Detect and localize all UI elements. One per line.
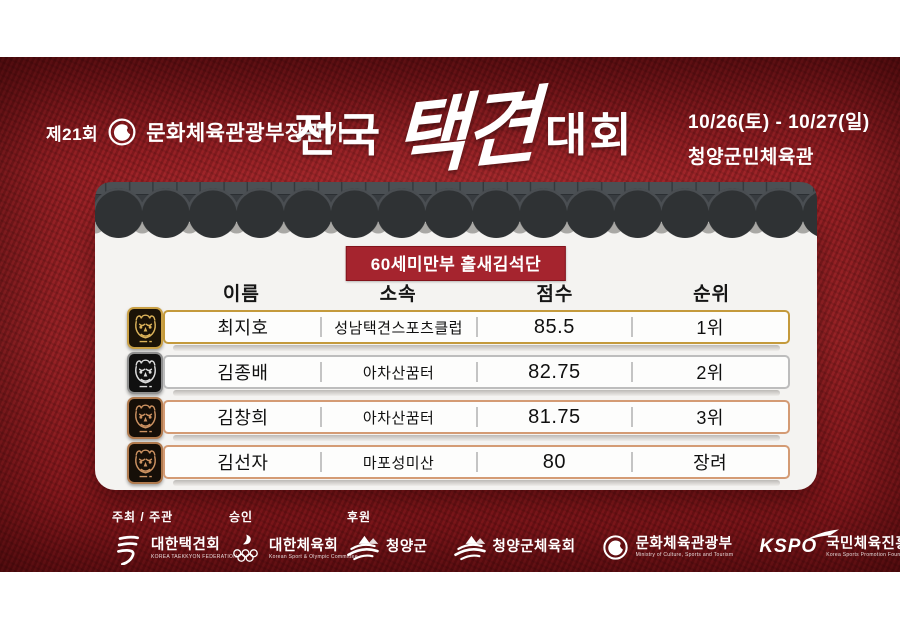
athlete-score: 85.5 <box>475 312 633 342</box>
event-venue-label: 청양군민체육관 <box>688 147 814 169</box>
taekkyon-federation-logo: 대한택견회 KOREA TAEKKYON FEDERATION <box>112 533 237 565</box>
athlete-rank: 장려 <box>631 447 788 477</box>
sponsor-name: 청양군체육회 <box>492 539 576 556</box>
cheongyang-sports-council-logo: 청양군체육회 <box>454 533 576 562</box>
sponsor-subtitle: Korean Sport & Olympic Committee <box>269 554 358 561</box>
table-row: 김선자 마포성미산 80 장려 <box>127 441 790 486</box>
result-bar: 최지호 성남택견스포츠클럽 85.5 1위 <box>163 310 790 351</box>
athlete-score: 82.75 <box>475 357 633 387</box>
table-header-row: 이름 소속 점수 순위 <box>163 279 790 306</box>
sponsor-subtitle: Ministry of Culture, Sports and Tourism <box>635 552 734 559</box>
silver-medal-plaque-icon <box>127 352 163 394</box>
event-title: 전국 택견 대회 <box>294 77 634 187</box>
event-dates-label: 10/26(토) - 10/27(일) <box>688 112 870 133</box>
athlete-name: 김선자 <box>217 453 269 473</box>
athlete-rank: 3위 <box>631 402 788 432</box>
athlete-rank: 2위 <box>631 357 788 387</box>
athlete-team: 마포성미산 <box>319 447 477 477</box>
athlete-team: 성남택견스포츠클럽 <box>319 312 477 342</box>
host-label: 주최 / 주관 <box>112 510 174 524</box>
athlete-score: 81.75 <box>475 402 633 432</box>
bronze-medal-plaque-icon <box>127 397 163 439</box>
athlete-name: 김종배 <box>217 363 269 383</box>
column-header-rank: 순위 <box>693 284 731 305</box>
column-header-score: 점수 <box>536 284 574 305</box>
bronze-medal-plaque-icon <box>127 442 163 484</box>
athlete-score: 80 <box>475 447 633 477</box>
event-subtitle-group: 제21회 문화체육관광부장관기 <box>46 117 344 147</box>
host-group: 주최 / 주관 대한택견회 KOREA TAEKKYON FEDERATION <box>112 508 237 565</box>
athlete-rank: 1위 <box>631 312 788 342</box>
table-row: 김창희 아차산꿈터 81.75 3위 <box>127 396 790 441</box>
sponsor-subtitle: KOREA TAEKKYON FEDERATION <box>151 553 238 560</box>
sponsor-name: 문화체육관광부 <box>635 535 733 552</box>
mountain-logo-icon <box>454 533 486 562</box>
olympic-committee-logo-icon <box>229 533 262 566</box>
column-header-name: 이름 <box>222 284 260 305</box>
sponsor-name: 국민체육진흥공단 <box>826 535 900 552</box>
kspo-swoosh-icon <box>805 530 840 542</box>
support-group: 후원 청양군 청양군체육회 <box>347 508 900 562</box>
title-left-label: 전국 <box>293 109 383 161</box>
olympic-committee-logo: 대한체육회 Korean Sport & Olympic Committee <box>229 533 358 566</box>
table-row: 김종배 아차산꿈터 82.75 2위 <box>127 351 790 396</box>
sponsor-name: 대한택견회 <box>151 537 221 554</box>
sponsor-name: 청양군 <box>386 539 428 556</box>
sponsor-name: 대한체육회 <box>269 537 339 554</box>
results-card: 60세미만부 홀새김석단 이름 소속 점수 순위 최지호 성남택견스포츠클럽 8… <box>95 182 817 490</box>
athlete-team: 아차산꿈터 <box>319 357 477 387</box>
sponsor-subtitle: Korea Sports Promotion Foundation <box>826 552 900 559</box>
edition-label: 제21회 <box>46 124 99 144</box>
approval-group: 승인 대한체육회 Korean Sport & Olympic Committe… <box>229 508 358 566</box>
taekkyon-federation-logo-icon <box>112 533 144 565</box>
gold-medal-plaque-icon <box>127 307 163 349</box>
kspo-wordmark: KSPO <box>759 530 840 558</box>
athlete-name: 김창희 <box>217 408 269 428</box>
event-banner: 제21회 문화체육관광부장관기 전국 택견 대회 10/26(토) - 10/2… <box>0 57 900 572</box>
support-label: 후원 <box>347 510 372 524</box>
roof-tiles-decoration <box>95 182 817 244</box>
result-bar: 김종배 아차산꿈터 82.75 2위 <box>163 355 790 396</box>
table-row: 최지호 성남택견스포츠클럽 85.5 1위 <box>127 306 790 351</box>
sponsor-footer: 주최 / 주관 대한택견회 KOREA TAEKKYON FEDERATION … <box>0 508 900 572</box>
category-badge: 60세미만부 홀새김석단 <box>345 246 567 281</box>
ministry-logo: 문화체육관광부 Ministry of Culture, Sports and … <box>602 534 734 561</box>
result-bar: 김선자 마포성미산 80 장려 <box>163 445 790 486</box>
title-right-label: 대회 <box>545 109 634 161</box>
cheongyang-county-logo: 청양군 <box>347 533 428 562</box>
title-calligraphy-label: 택견 <box>390 80 537 187</box>
athlete-team: 아차산꿈터 <box>319 402 477 432</box>
ministry-taegeuk-logo-icon <box>602 534 629 561</box>
event-schedule: 10/26(토) - 10/27(일) 청양군민체육관 <box>688 105 870 175</box>
approval-label: 승인 <box>229 510 254 524</box>
ministry-taegeuk-logo-icon <box>107 117 137 147</box>
column-header-team: 소속 <box>379 284 417 305</box>
mountain-logo-icon <box>347 533 379 562</box>
result-bar: 김창희 아차산꿈터 81.75 3위 <box>163 400 790 441</box>
event-header: 제21회 문화체육관광부장관기 전국 택견 대회 10/26(토) - 10/2… <box>0 77 900 187</box>
results-table: 최지호 성남택견스포츠클럽 85.5 1위 김종배 아차산꿈터 82.75 2위 <box>127 306 790 486</box>
kspo-logo: KSPO 국민체육진흥공단 Korea Sports Promotion Fou… <box>759 530 900 559</box>
trophy-title-label: 문화체육관광부장관기 <box>146 122 345 145</box>
athlete-name: 최지호 <box>217 318 269 338</box>
